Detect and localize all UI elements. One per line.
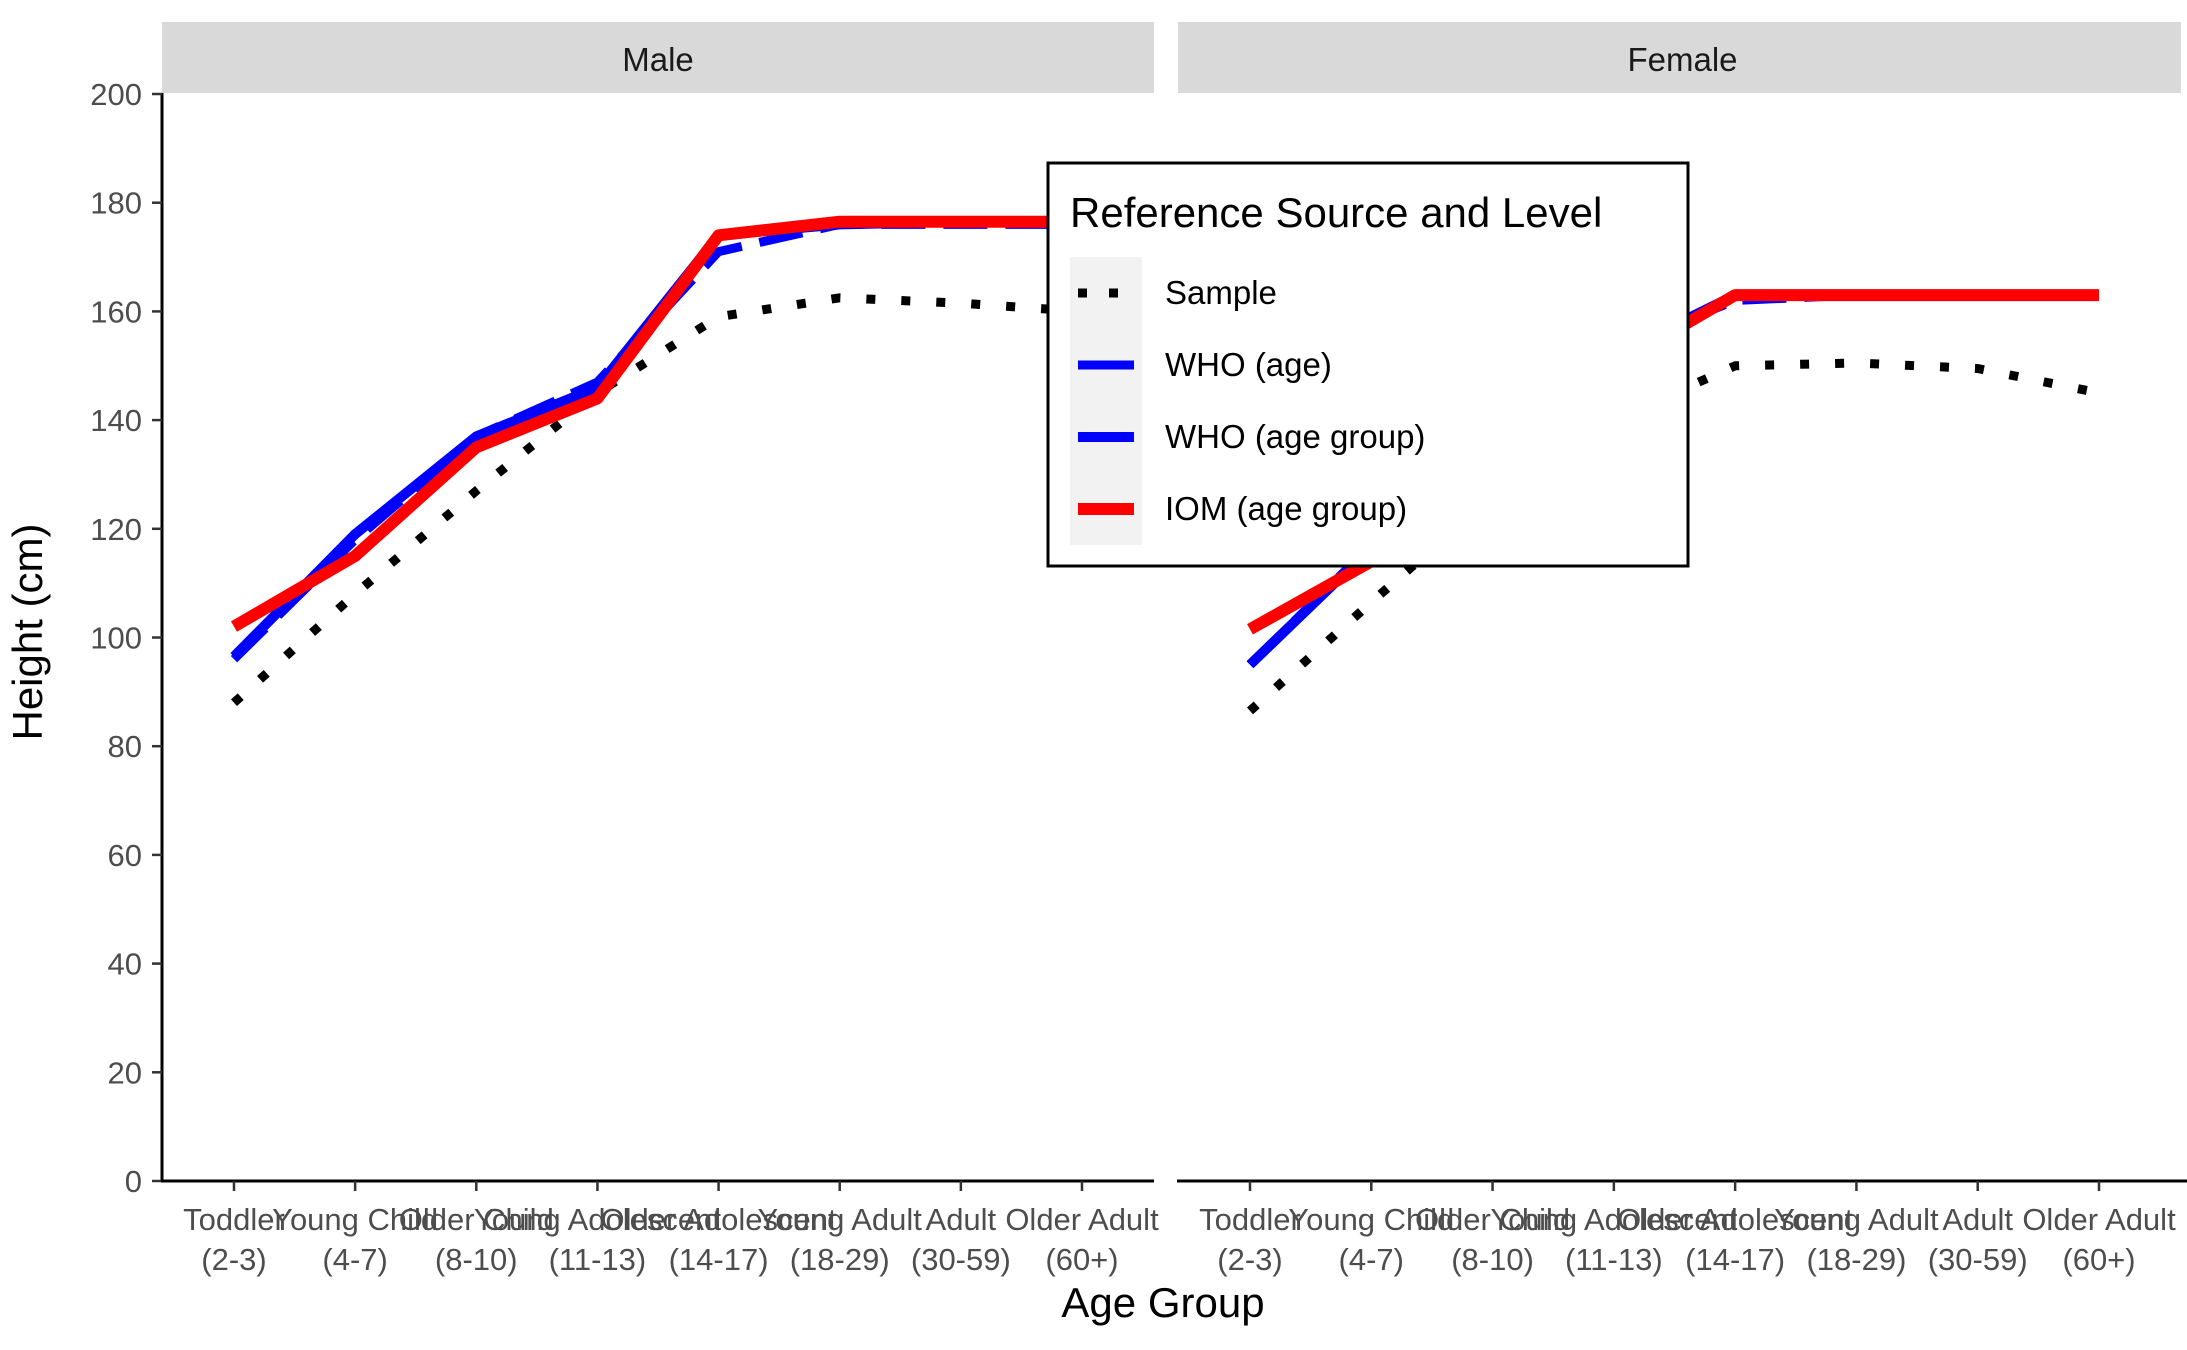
x-tick-label: Older Adolescent	[1617, 1202, 1853, 1237]
strip-label: Female	[1627, 41, 1737, 78]
x-tick-label-range: (14-17)	[1685, 1242, 1785, 1277]
x-tick-label: Older Adolescent	[601, 1202, 837, 1237]
x-tick-label: Young Adult	[758, 1202, 923, 1237]
x-tick-label-range: (8-10)	[435, 1242, 518, 1277]
x-axis-title: Age Group	[1061, 1279, 1264, 1326]
x-tick-label: Older Child	[1415, 1202, 1570, 1237]
y-tick-label: 160	[90, 294, 142, 329]
y-tick-label: 0	[125, 1164, 142, 1199]
x-tick-label-range: (18-29)	[1806, 1242, 1906, 1277]
x-tick-label: Older Child	[399, 1202, 554, 1237]
x-tick-label: Adult	[926, 1202, 997, 1237]
x-tick-label: Young Adult	[1774, 1202, 1939, 1237]
x-tick-label-range: (60+)	[2062, 1242, 2135, 1277]
strip-background	[1178, 22, 2181, 93]
x-tick-label-range: (60+)	[1045, 1242, 1118, 1277]
x-tick-label-range: (18-29)	[790, 1242, 890, 1277]
legend: Reference Source and Level Sample WHO (age…	[1046, 161, 1690, 568]
y-tick-label: 80	[108, 729, 142, 764]
y-tick-label: 20	[108, 1055, 142, 1090]
x-tick-label: Young Adolescent	[474, 1202, 721, 1237]
x-tick-label-range: (11-13)	[1565, 1242, 1663, 1277]
strip-background	[162, 22, 1154, 93]
x-tick-label: Young Child	[1288, 1202, 1454, 1237]
x-tick-label: Toddler	[183, 1202, 285, 1237]
legend-label: WHO (age group)	[1165, 418, 1425, 455]
x-tick-label-range: (14-17)	[669, 1242, 769, 1277]
x-tick-label: Adult	[1942, 1202, 2013, 1237]
x-tick-label-range: (2-3)	[1217, 1242, 1282, 1277]
series-line-sample	[230, 293, 1083, 707]
x-tick-label-range: (4-7)	[1339, 1242, 1404, 1277]
y-axis-title: Height (cm)	[4, 523, 51, 740]
x-tick-label: Toddler	[1199, 1202, 1301, 1237]
x-tick-label-range: (4-7)	[322, 1242, 387, 1277]
y-tick-label: 100	[90, 621, 142, 656]
legend-label: WHO (age)	[1165, 346, 1332, 383]
x-tick-label: Young Child	[272, 1202, 438, 1237]
x-tick-label-range: (11-13)	[549, 1242, 647, 1277]
legend-box	[1046, 161, 1690, 568]
x-tick-label-range: (2-3)	[201, 1242, 266, 1277]
x-tick-label-range: (30-59)	[911, 1242, 1011, 1277]
legend-label: Sample	[1165, 274, 1277, 311]
x-tick-label: Young Adolescent	[1490, 1202, 1737, 1237]
series-line-who-age-group	[230, 216, 1082, 661]
y-tick-label: 140	[90, 403, 142, 438]
x-tick-label-range: (8-10)	[1451, 1242, 1534, 1277]
x-tick-label: Older Adult	[1005, 1202, 1159, 1237]
series-line-iom-age-group	[230, 215, 1082, 632]
y-tick-label: 180	[90, 186, 142, 221]
x-tick-label: Older Adult	[2022, 1202, 2176, 1237]
y-tick-label: 200	[90, 77, 142, 112]
x-tick-label-range: (30-59)	[1928, 1242, 2028, 1277]
y-axis: 0 20 40 60 80 100 120 140 160 180 200	[90, 77, 164, 1199]
y-tick-label: 120	[90, 512, 142, 547]
legend-label: IOM (age group)	[1165, 490, 1407, 527]
y-tick-label: 40	[108, 947, 142, 982]
legend-title: Reference Source and Level	[1070, 189, 1602, 236]
strip-label: Male	[622, 41, 694, 78]
y-tick-label: 60	[108, 838, 142, 873]
series-line-who-age	[230, 219, 1082, 663]
panel-male: Male Toddler (2-3)Young Child (4-7) Older Ch…	[161, 22, 1159, 1277]
